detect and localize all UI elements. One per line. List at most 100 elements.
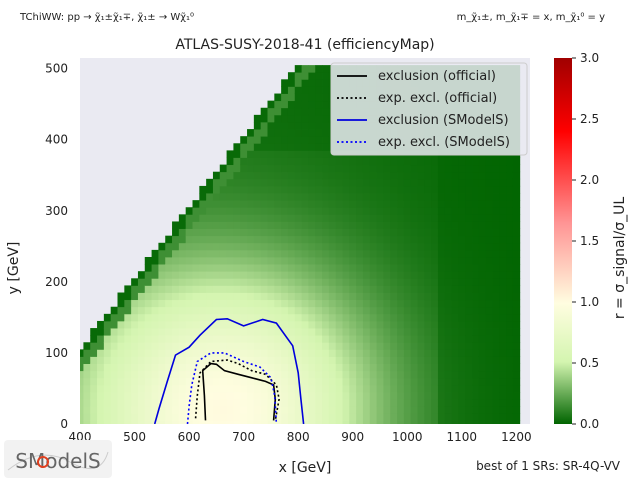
heatmap-cell [444,157,452,166]
heatmap-cell [403,299,412,308]
heatmap-cell [328,193,337,201]
heatmap-cell [451,264,459,272]
y-tick-label: 300 [45,204,68,218]
heatmap-cell [206,377,214,386]
heatmap-cell [315,93,323,102]
heatmap-cell [274,129,282,137]
heatmap-cell [315,100,323,109]
heatmap-cell [219,214,227,222]
heatmap-cell [301,221,309,229]
heatmap-cell [274,221,282,229]
heatmap-cell [492,335,500,343]
heatmap-cell [90,328,98,336]
heatmap-cell [478,363,487,372]
heatmap-cell [267,136,275,144]
heatmap-cell [472,384,480,393]
heatmap-cell [362,242,371,251]
heatmap-cell [80,363,84,372]
heatmap-cell [376,214,384,222]
heatmap-cell [444,171,452,180]
heatmap-cell [322,121,330,130]
heatmap-cell [308,320,316,329]
heatmap-cell [80,370,84,379]
heatmap-cell [390,406,398,414]
heatmap-cell [362,271,371,279]
heatmap-cell [356,278,364,286]
heatmap-cell [178,278,187,286]
x-tick-label: 1000 [392,430,423,444]
heatmap-cell [274,164,282,173]
heatmap-cell [349,249,357,258]
heatmap-cell [322,399,330,407]
heatmap-cell [240,221,248,229]
heatmap-cell [431,392,439,400]
heatmap-cell [144,370,152,379]
heatmap-cell [335,207,343,215]
heatmap-cell [328,349,337,357]
heatmap-cell [308,193,316,201]
heatmap-cell [417,392,425,400]
heatmap-cell [328,363,337,372]
heatmap-cell [492,185,500,194]
heatmap-cell [267,370,275,379]
heatmap-cell [397,271,405,279]
heatmap-cell [458,377,466,386]
heatmap-cell [233,349,241,357]
heatmap-cell [294,392,302,400]
heatmap-cell [212,384,221,393]
heatmap-cell [465,313,473,322]
heatmap-cell [499,363,507,372]
heatmap-cell [451,200,459,208]
heatmap-cell [287,406,296,414]
heatmap-cell [335,164,343,173]
heatmap-cell [506,171,514,180]
heatmap-cell [253,342,262,350]
heatmap-cell [369,249,377,258]
heatmap-cell [315,114,323,123]
heatmap-cell [451,235,459,244]
heatmap-cell [431,264,439,272]
heatmap-cell [397,299,405,308]
heatmap-cell [424,235,432,244]
heatmap-cell [335,221,343,229]
heatmap-cell [383,214,391,222]
heatmap-cell [342,349,350,357]
heatmap-cell [301,114,309,123]
heatmap-cell [117,349,125,357]
heatmap-cell [247,129,255,137]
heatmap-cell [267,221,275,229]
heatmap-cell [362,299,371,308]
heatmap-cell [444,271,452,279]
heatmap-cell [253,413,262,421]
heatmap-cell [356,342,364,350]
heatmap-cell [465,249,473,258]
heatmap-cell [356,214,364,222]
heatmap-cell [512,221,521,229]
heatmap-cell [451,320,459,329]
heatmap-cell [287,399,296,407]
heatmap-cell [274,143,282,151]
heatmap-cell [410,292,418,301]
heatmap-cell [444,299,452,308]
heatmap-cell [172,363,180,372]
heatmap-cell [437,328,446,336]
heatmap-cell [199,221,207,229]
heatmap-cell [315,129,323,137]
heatmap-cell [349,171,357,180]
heatmap-cell [499,271,507,279]
heatmap-cell [492,320,500,329]
heatmap-cell [485,164,493,173]
heatmap-cell [465,399,473,407]
heatmap-cell [212,413,221,421]
heatmap-cell [308,157,316,166]
heatmap-cell [144,328,152,336]
heatmap-cell [492,214,500,222]
heatmap-cell [472,157,480,166]
heatmap-cell [110,320,118,329]
heatmap-cell [294,313,302,322]
heatmap-cell [226,178,234,187]
heatmap-cell [444,335,452,343]
heatmap-cell [206,384,214,393]
heatmap-cell [512,399,521,407]
